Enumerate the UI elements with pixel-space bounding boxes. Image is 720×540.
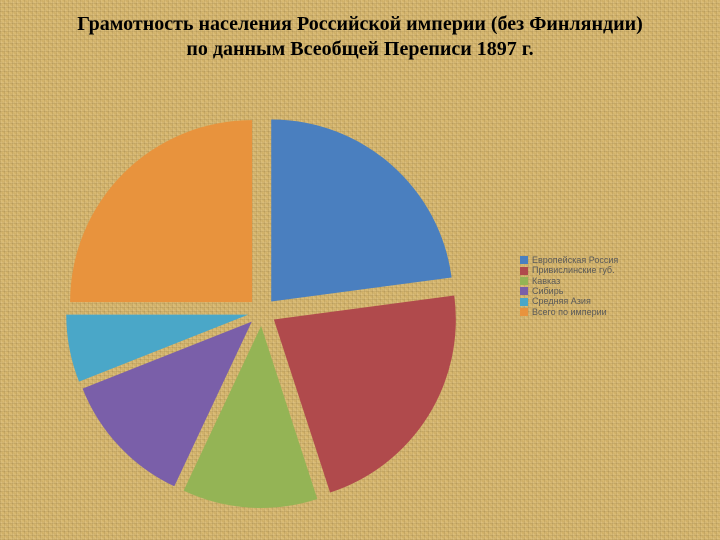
legend-swatch xyxy=(520,256,528,264)
legend-item: Европейская Россия xyxy=(520,255,618,265)
legend-item: Всего по империи xyxy=(520,307,618,317)
legend-swatch xyxy=(520,267,528,275)
chart-title: Грамотность населения Российской империи… xyxy=(0,12,720,62)
legend-swatch xyxy=(520,277,528,285)
pie-slice xyxy=(70,120,252,302)
legend-label: Кавказ xyxy=(532,276,560,286)
legend-item: Привислинские губ. xyxy=(520,265,618,275)
chart-title-line2: по данным Всеобщей Переписи 1897 г. xyxy=(186,38,533,60)
legend-label: Привислинские губ. xyxy=(532,265,615,275)
legend-label: Европейская Россия xyxy=(532,255,618,265)
legend-label: Средняя Азия xyxy=(532,296,591,306)
legend-swatch xyxy=(520,298,528,306)
legend-swatch xyxy=(520,287,528,295)
legend: Европейская РоссияПривислинские губ.Кавк… xyxy=(520,255,618,317)
pie-chart xyxy=(62,112,462,512)
legend-item: Средняя Азия xyxy=(520,296,618,306)
legend-label: Всего по империи xyxy=(532,307,607,317)
legend-item: Кавказ xyxy=(520,276,618,286)
pie-slice xyxy=(271,119,451,301)
chart-title-line1: Грамотность населения Российской империи… xyxy=(77,13,643,35)
legend-label: Сибирь xyxy=(532,286,563,296)
legend-item: Сибирь xyxy=(520,286,618,296)
legend-swatch xyxy=(520,308,528,316)
